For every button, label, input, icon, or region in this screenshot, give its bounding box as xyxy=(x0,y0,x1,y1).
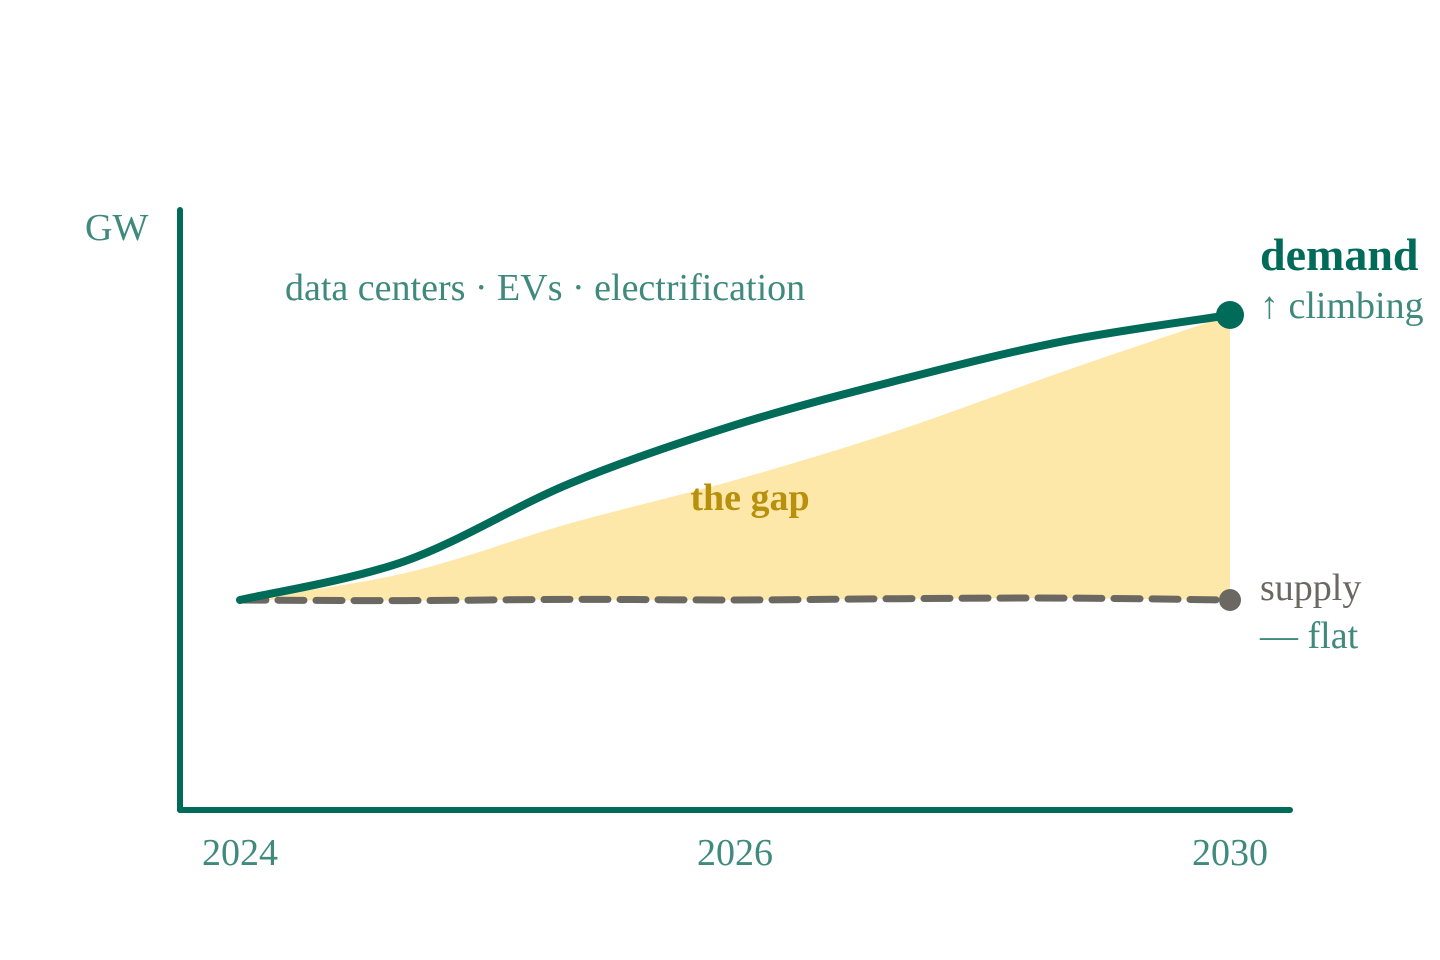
y-axis-label: GW xyxy=(85,207,148,249)
demand-line xyxy=(236,311,1234,604)
demand-end-marker xyxy=(1216,301,1244,329)
demand-series-sublabel: ↑ climbing xyxy=(1260,285,1424,327)
drivers-annotation: data centers · EVs · electrification xyxy=(285,267,805,309)
x-tick-label: 2030 xyxy=(1192,832,1268,874)
supply-series-label: supply xyxy=(1260,567,1361,609)
supply-end-marker xyxy=(1219,589,1241,611)
gap-label: the gap xyxy=(690,477,809,519)
x-tick-label: 2024 xyxy=(202,832,278,874)
supply-series-sublabel: — flat xyxy=(1259,615,1359,657)
x-tick-label: 2026 xyxy=(697,832,773,874)
gap-area xyxy=(240,315,1230,601)
supply-line xyxy=(236,594,1234,605)
demand-series-label: demand xyxy=(1260,229,1419,280)
